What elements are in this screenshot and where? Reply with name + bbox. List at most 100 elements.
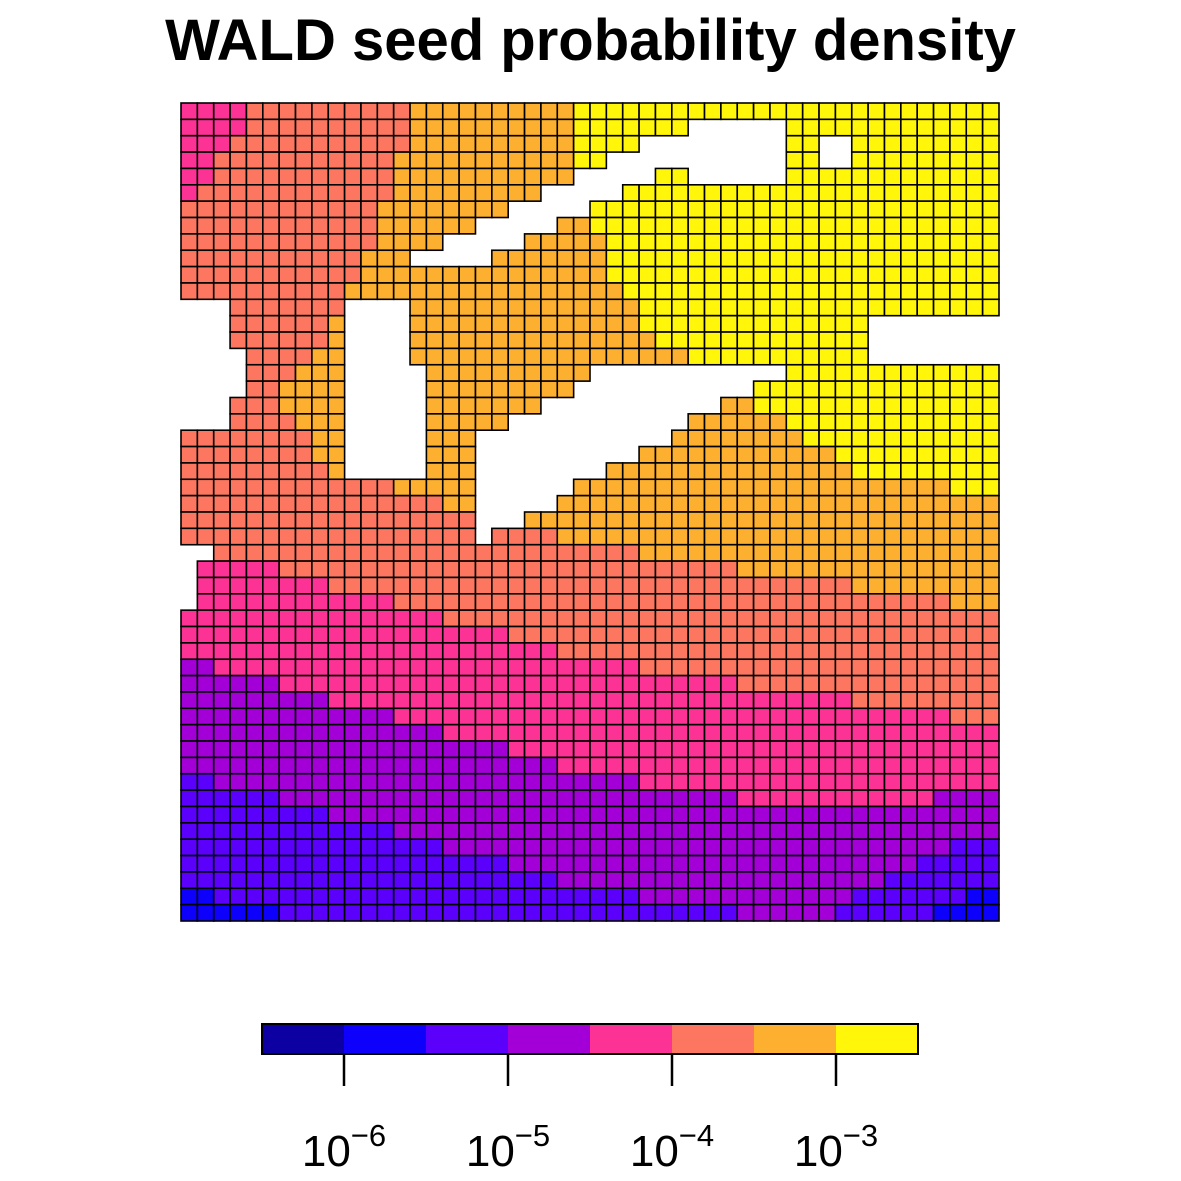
heatmap-cell: [327, 347, 346, 366]
heatmap-cell: [458, 903, 477, 922]
heatmap-cell: [376, 625, 395, 644]
heatmap-cell: [556, 560, 575, 579]
heatmap-cell: [245, 298, 264, 317]
heatmap-cell: [769, 282, 788, 301]
heatmap-cell: [261, 429, 280, 448]
heatmap-cell: [670, 347, 689, 366]
heatmap-cell: [343, 609, 362, 628]
heatmap-cell: [834, 396, 853, 415]
heatmap-cell: [850, 658, 869, 677]
heatmap-cell: [916, 102, 935, 121]
heatmap-cell: [801, 838, 820, 857]
heatmap-cell: [965, 445, 984, 464]
heatmap-cell: [343, 772, 362, 791]
heatmap-cell: [491, 347, 509, 366]
heatmap-cell: [670, 674, 689, 693]
heatmap-cell: [572, 494, 591, 513]
heatmap-cell: [474, 560, 493, 579]
heatmap-cell: [229, 658, 248, 677]
heatmap-cell: [523, 265, 542, 284]
heatmap-cell: [458, 413, 477, 431]
legend-swatch: [836, 1024, 919, 1054]
heatmap-cell: [670, 789, 689, 808]
heatmap-cell: [278, 707, 297, 726]
heatmap-cell: [867, 249, 886, 268]
heatmap-cell: [540, 658, 559, 677]
heatmap-cell: [867, 167, 886, 186]
heatmap-cell: [949, 380, 968, 399]
heatmap-cell: [654, 200, 673, 219]
heatmap-cell: [425, 658, 444, 677]
heatmap-cell: [818, 478, 837, 497]
heatmap-cell: [507, 543, 526, 562]
heatmap-cell: [507, 282, 526, 301]
heatmap-cell: [900, 527, 919, 546]
heatmap-cell: [311, 413, 330, 431]
heatmap-cell: [229, 429, 248, 448]
heatmap-cell: [278, 494, 297, 513]
heatmap-cell: [294, 445, 313, 464]
heatmap-cell: [752, 413, 771, 431]
heatmap-cell: [360, 511, 379, 530]
legend-frame: [261, 1023, 919, 1055]
heatmap-cell: [670, 756, 689, 775]
heatmap-cell: [850, 249, 869, 268]
heatmap-cell: [949, 249, 968, 268]
heatmap-cell: [621, 184, 640, 202]
heatmap-cell: [850, 331, 869, 350]
heatmap-cell: [392, 527, 411, 546]
heatmap-cell: [621, 756, 640, 775]
heatmap-cell: [638, 609, 657, 628]
heatmap-cell: [867, 527, 886, 546]
heatmap-cell: [605, 543, 624, 562]
heatmap-cell: [883, 478, 902, 497]
heatmap-cell: [491, 691, 509, 710]
heatmap-cell: [311, 478, 330, 497]
heatmap-cell: [196, 527, 215, 546]
heatmap-cell: [327, 756, 346, 775]
heatmap-cell: [409, 805, 428, 824]
heatmap-cell: [769, 494, 788, 513]
heatmap-cell: [196, 854, 215, 873]
heatmap-cell: [769, 789, 788, 808]
heatmap-cell: [327, 543, 346, 562]
heatmap-cell: [932, 789, 951, 808]
heatmap-cell: [703, 805, 722, 824]
heatmap-cell: [196, 134, 215, 153]
heatmap-cell: [769, 331, 788, 350]
heatmap-cell: [801, 233, 820, 252]
heatmap-cell: [327, 609, 346, 628]
heatmap-cell: [801, 674, 820, 693]
heatmap-cell: [769, 184, 788, 202]
heatmap-cell: [540, 249, 559, 268]
heatmap-cell: [540, 347, 559, 366]
heatmap-cell: [736, 298, 755, 317]
heatmap-cell: [523, 723, 542, 742]
heatmap-cell: [638, 772, 657, 791]
heatmap-cell: [720, 233, 739, 252]
heatmap-cell: [458, 347, 477, 366]
heatmap-cell: [294, 642, 313, 661]
heatmap-cell: [867, 494, 886, 513]
heatmap-cell: [458, 609, 477, 628]
heatmap-cell: [261, 723, 280, 742]
heatmap-cell: [392, 707, 411, 726]
heatmap-cell: [834, 543, 853, 562]
heatmap-cell: [311, 887, 330, 906]
heatmap-cell: [769, 805, 788, 824]
heatmap-cell: [507, 691, 526, 710]
heatmap-cell: [311, 314, 330, 333]
heatmap-cell: [654, 347, 673, 366]
heatmap-cell: [965, 576, 984, 595]
heatmap-cell: [736, 216, 755, 235]
heatmap-cell: [670, 527, 689, 546]
heatmap-cell: [572, 347, 591, 366]
heatmap-cell: [818, 298, 837, 317]
heatmap-cell: [376, 249, 395, 268]
heatmap-cell: [949, 854, 968, 873]
heatmap-cell: [376, 494, 395, 513]
heatmap-cell: [818, 200, 837, 219]
heatmap-cell: [261, 658, 280, 677]
heatmap-cell: [801, 249, 820, 268]
heatmap-cell: [883, 707, 902, 726]
